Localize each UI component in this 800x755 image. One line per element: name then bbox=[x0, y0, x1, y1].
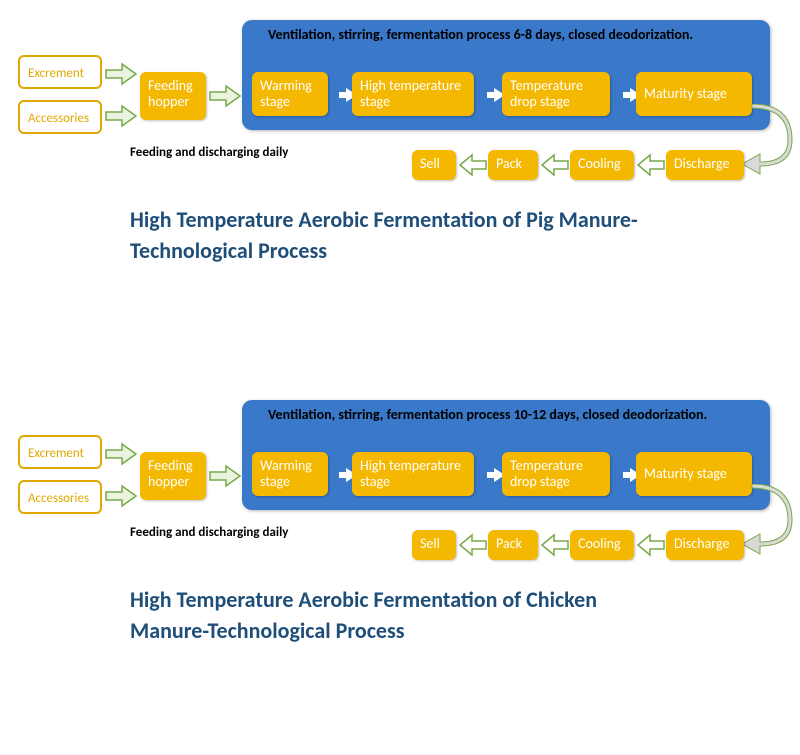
panel-text: Ventilation, stirring, fermentation proc… bbox=[268, 406, 768, 424]
feeding-hopper: Feeding hopper bbox=[140, 72, 206, 120]
arrow-out-1 bbox=[636, 153, 666, 177]
output-cooling: Cooling bbox=[570, 150, 634, 180]
arrow-excrement-hopper bbox=[104, 62, 138, 86]
stage-maturity: Maturity stage bbox=[636, 452, 752, 496]
input-accessories: Accessories bbox=[18, 100, 102, 134]
feeding-hopper: Feeding hopper bbox=[140, 452, 206, 500]
input-excrement: Excrement bbox=[18, 55, 102, 89]
arrow-out-2 bbox=[540, 153, 570, 177]
curve-arrow bbox=[740, 484, 796, 561]
arrow-excrement-hopper bbox=[104, 442, 138, 466]
footnote-feeding: Feeding and discharging daily bbox=[130, 525, 288, 540]
output-pack: Pack bbox=[488, 530, 538, 560]
stage-maturity: Maturity stage bbox=[636, 72, 752, 116]
arrow-out-1 bbox=[636, 533, 666, 557]
diagram-title: High Temperature Aerobic Fermentation of… bbox=[130, 205, 670, 267]
diagram-chicken: Excrement Accessories Feeding hopper Fee… bbox=[0, 380, 800, 750]
diagram-title: High Temperature Aerobic Fermentation of… bbox=[130, 585, 670, 647]
arrow-accessories-hopper bbox=[104, 484, 138, 508]
output-sell: Sell bbox=[412, 150, 456, 180]
stage-high-temp: High temperature stage bbox=[352, 452, 474, 496]
stage-high-temp: High temperature stage bbox=[352, 72, 474, 116]
output-discharge: Discharge bbox=[666, 150, 744, 180]
stage-warming: Warming stage bbox=[252, 452, 328, 496]
panel-text: Ventilation, stirring, fermentation proc… bbox=[268, 26, 758, 44]
input-excrement: Excrement bbox=[18, 435, 102, 469]
output-sell: Sell bbox=[412, 530, 456, 560]
stage-warming: Warming stage bbox=[252, 72, 328, 116]
input-accessories: Accessories bbox=[18, 480, 102, 514]
stage-temp-drop: Temperature drop stage bbox=[502, 72, 610, 116]
arrow-accessories-hopper bbox=[104, 104, 138, 128]
stage-temp-drop: Temperature drop stage bbox=[502, 452, 610, 496]
curve-arrow bbox=[740, 104, 796, 181]
output-cooling: Cooling bbox=[570, 530, 634, 560]
output-pack: Pack bbox=[488, 150, 538, 180]
arrow-out-3 bbox=[458, 533, 488, 557]
arrow-hopper-panel bbox=[208, 464, 242, 488]
arrow-out-2 bbox=[540, 533, 570, 557]
output-discharge: Discharge bbox=[666, 530, 744, 560]
arrow-hopper-panel bbox=[208, 84, 242, 108]
footnote-feeding: Feeding and discharging daily bbox=[130, 145, 288, 160]
arrow-out-3 bbox=[458, 153, 488, 177]
diagram-pig: Excrement Accessories Feeding hopper Fee… bbox=[0, 0, 800, 370]
